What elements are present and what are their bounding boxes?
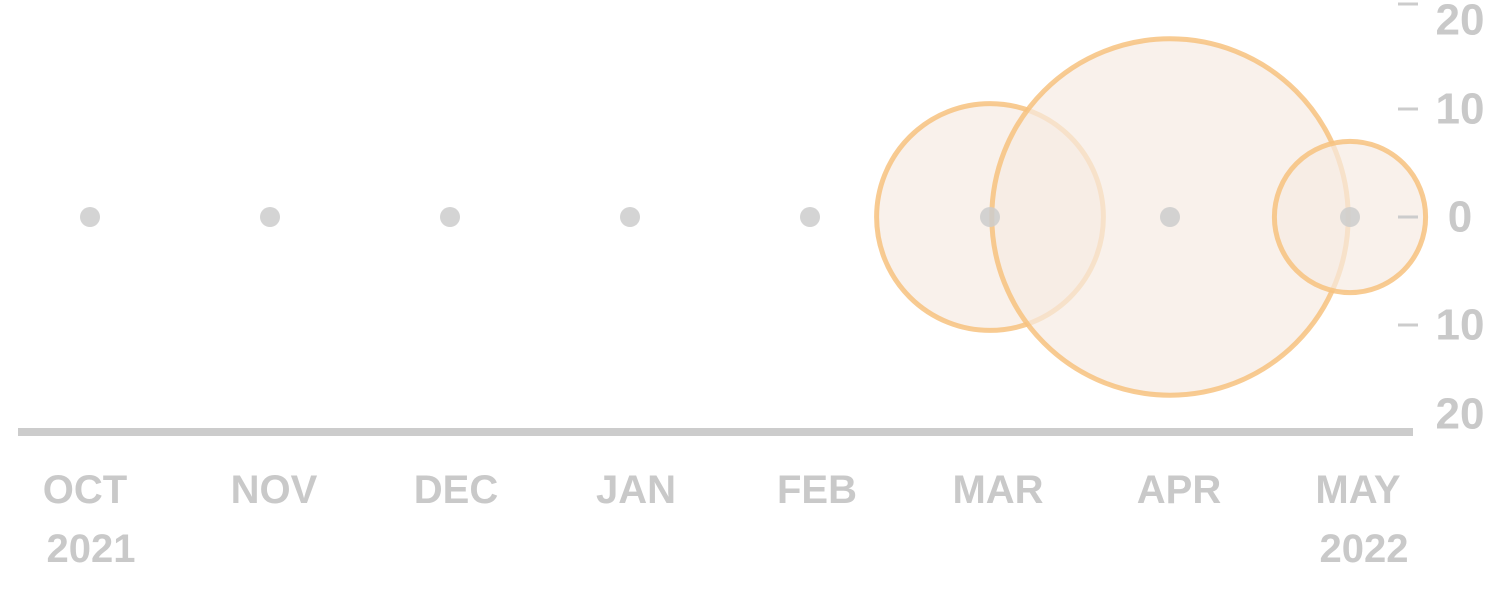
- marker-2022-02: [800, 207, 820, 227]
- y-axis: 20 10 0 10 20: [1398, 0, 1484, 439]
- x-tick-label-month: NOV: [231, 468, 318, 512]
- x-tick-label-year: 2021: [47, 527, 136, 571]
- marker-2021-12: [440, 207, 460, 227]
- marker-2021-11: [260, 207, 280, 227]
- x-tick-label-month: DEC: [414, 468, 498, 512]
- x-tick-label-month: MAY: [1315, 468, 1401, 512]
- y-tick-label: 10: [1436, 85, 1485, 134]
- marker-2022-01: [620, 207, 640, 227]
- y-tick-label: 10: [1436, 301, 1485, 350]
- x-tick-label-month: JAN: [596, 468, 676, 512]
- markers-layer: [80, 207, 1360, 227]
- x-tick-label-month: OCT: [43, 468, 127, 512]
- x-axis: OCT 2021 NOV DEC JAN FEB MAR APR MAY 2022: [43, 468, 1409, 571]
- y-tick-label: 0: [1448, 193, 1472, 242]
- marker-2021-10: [80, 207, 100, 227]
- y-tick-label: 20: [1436, 0, 1485, 45]
- marker-2022-05: [1340, 207, 1360, 227]
- x-tick-label-month: FEB: [777, 468, 857, 512]
- x-tick-label-month: APR: [1137, 468, 1222, 512]
- marker-2022-04: [1160, 207, 1180, 227]
- marker-2022-03: [980, 207, 1000, 227]
- y-tick-label: 20: [1436, 390, 1485, 439]
- x-tick-label-month: MAR: [952, 468, 1043, 512]
- x-tick-label-year: 2022: [1320, 527, 1409, 571]
